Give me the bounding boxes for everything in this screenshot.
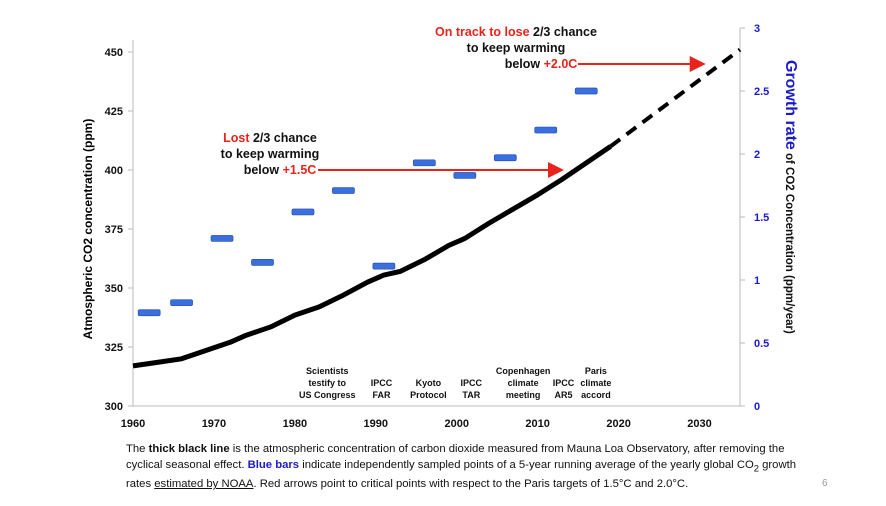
event-label: AR5 (555, 390, 573, 400)
event-label: US Congress (299, 390, 356, 400)
caption-text: indicate independently sampled points of… (299, 459, 754, 471)
y2-axis-label: Growth rate of CO2 Concentration (ppm/ye… (782, 60, 799, 334)
growth-bar (574, 87, 598, 95)
growth-bar (332, 187, 355, 194)
growth-bar (453, 172, 477, 179)
y-tick-label: 400 (105, 165, 123, 177)
x-tick-label: 2020 (606, 418, 630, 430)
y-tick-label: 350 (105, 283, 123, 295)
x-tick-label: 2010 (525, 418, 549, 430)
y-tick-label: 450 (105, 47, 123, 59)
annotation-line2: to keep warming (467, 41, 566, 55)
growth-bar (291, 208, 315, 216)
event-label: Copenhagen (496, 366, 551, 376)
growth-bar (137, 309, 161, 317)
annotation-line3: below +2.0C (505, 57, 578, 71)
growth-bar (413, 159, 436, 167)
page-number: 6 (822, 478, 828, 489)
y-tick-label: 425 (105, 106, 123, 118)
event-label: IPCC (461, 378, 483, 388)
y2-tick-label: 1.5 (754, 212, 769, 224)
growth-bar (170, 299, 193, 307)
annotation-line3: below +1.5C (244, 163, 317, 177)
event-label: meeting (506, 390, 541, 400)
event-label: Paris (585, 366, 607, 376)
noaa-link[interactable]: estimated by NOAA (154, 478, 254, 491)
event-label: accord (581, 390, 611, 400)
event-label: Protocol (410, 390, 447, 400)
x-tick-label: 1960 (121, 418, 145, 430)
event-label: TAR (462, 390, 480, 400)
caption-bold: thick black line (148, 443, 230, 455)
growth-bar (210, 235, 234, 242)
x-tick-label: 1970 (202, 418, 226, 430)
growth-bar (534, 126, 558, 134)
annotation-line2: to keep warming (221, 147, 320, 161)
y-tick-label: 325 (105, 342, 123, 354)
y2-tick-label: 2 (754, 149, 760, 161)
projection-dashed-line (609, 48, 742, 149)
caption-sub: 2 (753, 462, 759, 474)
y2-tick-label: 0 (754, 401, 760, 413)
event-label: climate (580, 378, 611, 388)
y2-tick-label: 2.5 (754, 86, 769, 98)
event-label: FAR (372, 390, 391, 400)
caption-bold: Blue bars (247, 459, 300, 471)
event-label: Kyoto (416, 378, 442, 388)
event-label: Scientists (306, 366, 349, 376)
x-tick-label: 2030 (687, 418, 711, 430)
growth-bar (372, 262, 396, 270)
co2-chart: 1960 1970 1980 1990 2000 2010 2020 2030 300 325 35… (81, 23, 799, 430)
growth-bar (493, 154, 517, 162)
x-tick-label: 2000 (444, 418, 468, 430)
caption-text: . Red arrows point to critical points wi… (253, 478, 689, 491)
annotation-line1: On track to lose 2/3 chance (435, 25, 597, 39)
annotation-line1: Lost 2/3 chance (223, 131, 317, 145)
event-label: IPCC (553, 378, 575, 388)
event-label: climate (508, 378, 539, 388)
caption-text: growth rates (126, 459, 797, 491)
y2-tick-label: 0.5 (754, 338, 769, 350)
event-label: testify to (308, 378, 346, 388)
event-label: IPCC (371, 378, 393, 388)
y-axis-label: Atmospheric CO2 concentration (ppm) (81, 119, 95, 340)
y-tick-label: 375 (105, 224, 123, 236)
y2-tick-label: 3 (754, 23, 760, 35)
caption-text: The (126, 443, 149, 455)
co2-line (132, 144, 612, 369)
caption: The thick black line is the atmospheric … (126, 441, 816, 492)
x-tick-label: 1980 (283, 418, 307, 430)
x-tick-label: 1990 (364, 418, 388, 430)
caption-text: is the atmospheric concentration of carb… (126, 443, 785, 471)
growth-bar (251, 259, 274, 266)
y-tick-label: 300 (105, 401, 123, 413)
y2-tick-label: 1 (754, 275, 760, 287)
